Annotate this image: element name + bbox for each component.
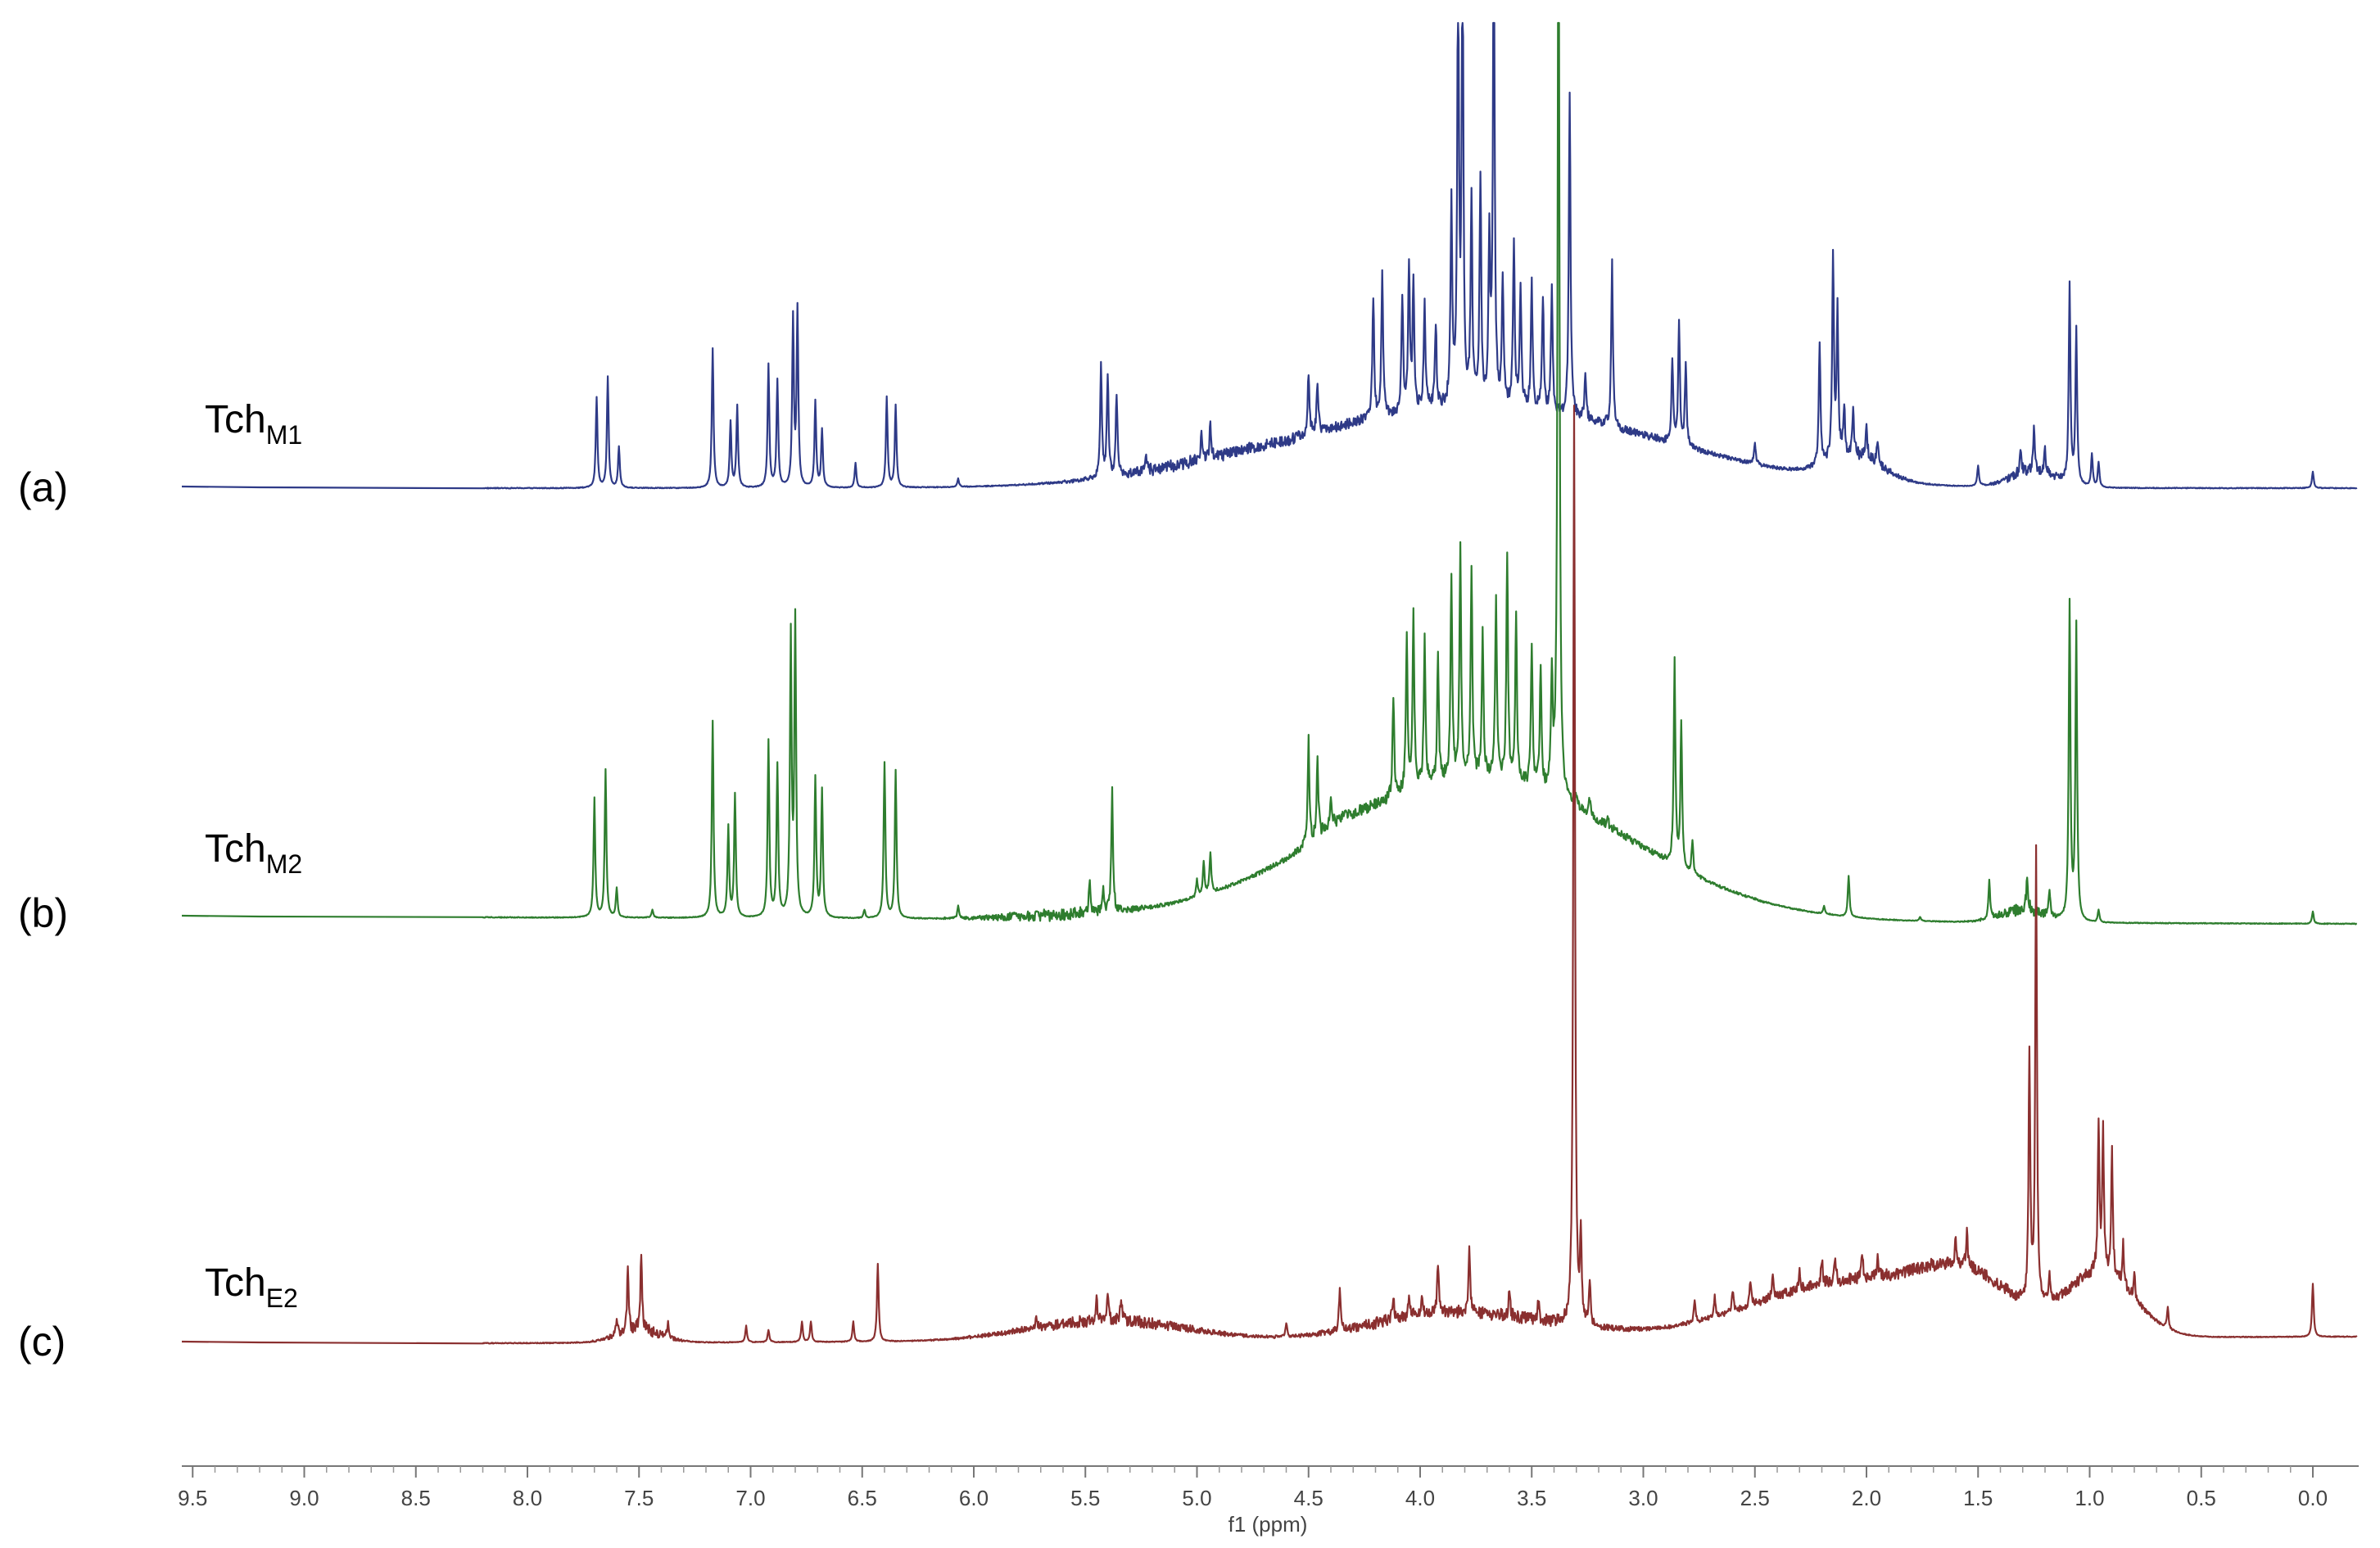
x-tick-label: 9.5 (178, 1486, 207, 1510)
x-tick-label: 1.5 (1963, 1486, 1993, 1510)
x-tick-label: 8.5 (401, 1486, 431, 1510)
x-tick-label: 7.5 (624, 1486, 654, 1510)
x-tick-label: 6.0 (959, 1486, 989, 1510)
x-tick-label: 4.0 (1405, 1486, 1435, 1510)
x-axis-title: f1 (ppm) (1228, 1512, 1308, 1537)
x-tick-label: 0.5 (2187, 1486, 2216, 1510)
x-tick-label: 5.5 (1070, 1486, 1100, 1510)
x-tick-label: 2.5 (1740, 1486, 1770, 1510)
panel-label-b: (b) (18, 890, 68, 936)
spectrum-trace-c (181, 405, 2358, 1345)
series-label-a: TchM1 (205, 398, 302, 450)
x-axis: 9.5 9.0 8.5 8.0 7.5 7.0 6.5 6.0 5.5 5.0 4.5 4.0 3.5 3… (178, 1465, 2359, 1510)
x-axis-ticks (192, 1466, 2314, 1478)
panel-label-c: (c) (18, 1319, 66, 1365)
x-tick-label: 4.5 (1294, 1486, 1323, 1510)
x-tick-label: 1.0 (2075, 1486, 2104, 1510)
series-label-b: TchM2 (205, 827, 302, 879)
x-tick-label: 5.0 (1182, 1486, 1211, 1510)
spectrum-trace-b (181, 21, 2358, 926)
x-tick-label: 3.0 (1628, 1486, 1658, 1510)
x-tick-label: 8.0 (513, 1486, 542, 1510)
panel-label-a: (a) (18, 464, 68, 510)
series-label-c: TchE2 (205, 1261, 298, 1313)
x-tick-label: 3.5 (1517, 1486, 1546, 1510)
x-axis-tick-labels: 9.5 9.0 8.5 8.0 7.5 7.0 6.5 6.0 5.5 5.0 4.5 4.0 3.5 3… (178, 1486, 2328, 1510)
x-tick-label: 2.0 (1852, 1486, 1881, 1510)
x-tick-label: 0.0 (2298, 1486, 2328, 1510)
x-tick-label: 6.5 (848, 1486, 877, 1510)
spectrum-trace-a (181, 21, 2358, 490)
x-tick-label: 9.0 (289, 1486, 319, 1510)
x-tick-label: 7.0 (735, 1486, 765, 1510)
